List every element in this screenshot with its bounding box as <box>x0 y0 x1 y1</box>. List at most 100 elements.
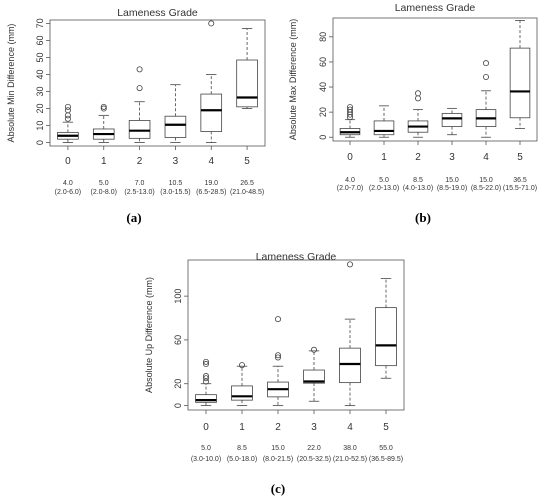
y-axis-label: Absolute Max Difference (mm) <box>288 19 298 140</box>
box-5 <box>375 278 397 379</box>
median-value-label: 8.5 <box>237 445 247 452</box>
iqr-range-label: (6.5-28.5) <box>196 189 226 196</box>
median-value-label: 22.0 <box>307 445 321 452</box>
outlier-point <box>100 105 107 112</box>
iqr-box <box>195 394 217 403</box>
y-tick-label: 40 <box>35 69 45 79</box>
outlier-point <box>208 20 215 27</box>
panel-label: (c) <box>271 481 285 496</box>
x-tick-label: 0 <box>65 156 71 167</box>
iqr-box <box>375 307 397 367</box>
chart-title: Lameness Grade <box>117 7 198 19</box>
outlier-point <box>202 375 209 382</box>
plot-frame <box>187 259 405 411</box>
x-tick-label: 5 <box>517 152 523 163</box>
iqr-range-label: (3.0-10.0) <box>191 456 221 463</box>
x-tick-label: 1 <box>381 152 387 163</box>
y-tick-label: 0 <box>318 135 328 140</box>
median-value-label: 15.0 <box>445 177 459 184</box>
outlier-point <box>482 60 489 67</box>
y-tick-label: 0 <box>35 140 45 145</box>
outlier-point <box>100 103 107 110</box>
box-0 <box>57 103 79 143</box>
box-0 <box>339 104 361 138</box>
outlier-point <box>64 115 71 122</box>
median-value-label: 10.5 <box>169 180 183 187</box>
iqr-range-label: (2.0-6.0) <box>55 189 81 196</box>
outlier-point <box>310 346 317 353</box>
median-value-label: 7.0 <box>135 180 145 187</box>
y-tick-label: 30 <box>35 87 45 97</box>
box-5 <box>236 28 258 109</box>
iqr-box <box>441 112 463 127</box>
plot-frame <box>332 17 538 142</box>
median-value-label: 15.0 <box>271 445 285 452</box>
y-tick-label: 20 <box>35 104 45 114</box>
iqr-range-label: (5.0-18.0) <box>227 456 257 463</box>
iqr-box <box>339 347 361 384</box>
outlier-point <box>64 103 71 110</box>
y-tick-label: 70 <box>35 18 45 28</box>
x-tick-label: 5 <box>383 422 389 433</box>
outlier-point <box>414 90 421 97</box>
y-tick-label: 60 <box>318 57 328 67</box>
x-tick-label: 2 <box>415 152 421 163</box>
iqr-range-label: (2.0-7.0) <box>337 185 363 192</box>
box-4 <box>475 60 497 138</box>
x-tick-label: 4 <box>347 422 353 433</box>
chart-panel-3: Lameness Grade Absolute Up Difference (mm… <box>144 251 405 496</box>
median-value-label: 8.5 <box>413 177 423 184</box>
box-1 <box>92 103 115 143</box>
outlier-point <box>346 261 353 268</box>
iqr-range-label: (8.5-22.0) <box>471 185 501 192</box>
outlier-point <box>202 358 209 365</box>
iqr-box <box>303 369 325 384</box>
median-value-label: 5.0 <box>99 180 109 187</box>
box-4 <box>200 20 223 143</box>
outlier-point <box>414 95 421 102</box>
panel-label: (b) <box>415 210 431 225</box>
median-value-label: 26.5 <box>240 180 254 187</box>
y-tick-label: 50 <box>35 52 45 62</box>
median-value-label: 5.0 <box>201 445 211 452</box>
outlier-point <box>482 73 489 80</box>
panel-label: (a) <box>126 210 141 225</box>
outlier-point <box>136 85 143 92</box>
outlier-point <box>202 361 209 368</box>
iqr-range-label: (8.0-21.5) <box>263 456 293 463</box>
chart-title: Lameness Grade <box>395 2 476 14</box>
iqr-range-label: (4.0-13.0) <box>403 185 433 192</box>
iqr-box <box>128 120 151 139</box>
box-2 <box>267 316 289 407</box>
iqr-range-label: (20.5-32.5) <box>297 456 331 463</box>
outlier-point <box>274 316 281 323</box>
iqr-range-label: (2.0-8.0) <box>91 189 117 196</box>
iqr-range-label: (21.0-48.5) <box>230 189 264 196</box>
box-0 <box>195 358 217 407</box>
iqr-box <box>231 385 253 401</box>
iqr-range-label: (2.5-13.0) <box>124 189 154 196</box>
box-1 <box>231 362 253 407</box>
iqr-range-label: (15.5-71.0) <box>503 185 537 192</box>
box-2 <box>407 90 429 138</box>
x-tick-label: 1 <box>239 422 245 433</box>
median-value-label: 38.0 <box>343 445 357 452</box>
y-tick-label: 40 <box>318 82 328 92</box>
box-3 <box>303 346 325 402</box>
outlier-point <box>64 107 71 114</box>
chart-panel-1: Lameness Grade Absolute Min Difference (m… <box>6 7 266 225</box>
median-value-label: 19.0 <box>204 180 218 187</box>
y-tick-label: 0 <box>173 403 183 408</box>
outlier-point <box>136 66 143 73</box>
chart-panel-2: Lameness Grade Absolute Max Difference (m… <box>288 2 538 225</box>
iqr-box <box>200 93 223 132</box>
x-tick-label: 0 <box>203 422 209 433</box>
y-tick-label: 10 <box>35 121 45 131</box>
median-value-label: 36.5 <box>513 177 527 184</box>
outlier-point <box>64 112 71 119</box>
iqr-box <box>373 120 395 136</box>
x-tick-label: 5 <box>244 156 250 167</box>
median-value-label: 15.0 <box>479 177 493 184</box>
